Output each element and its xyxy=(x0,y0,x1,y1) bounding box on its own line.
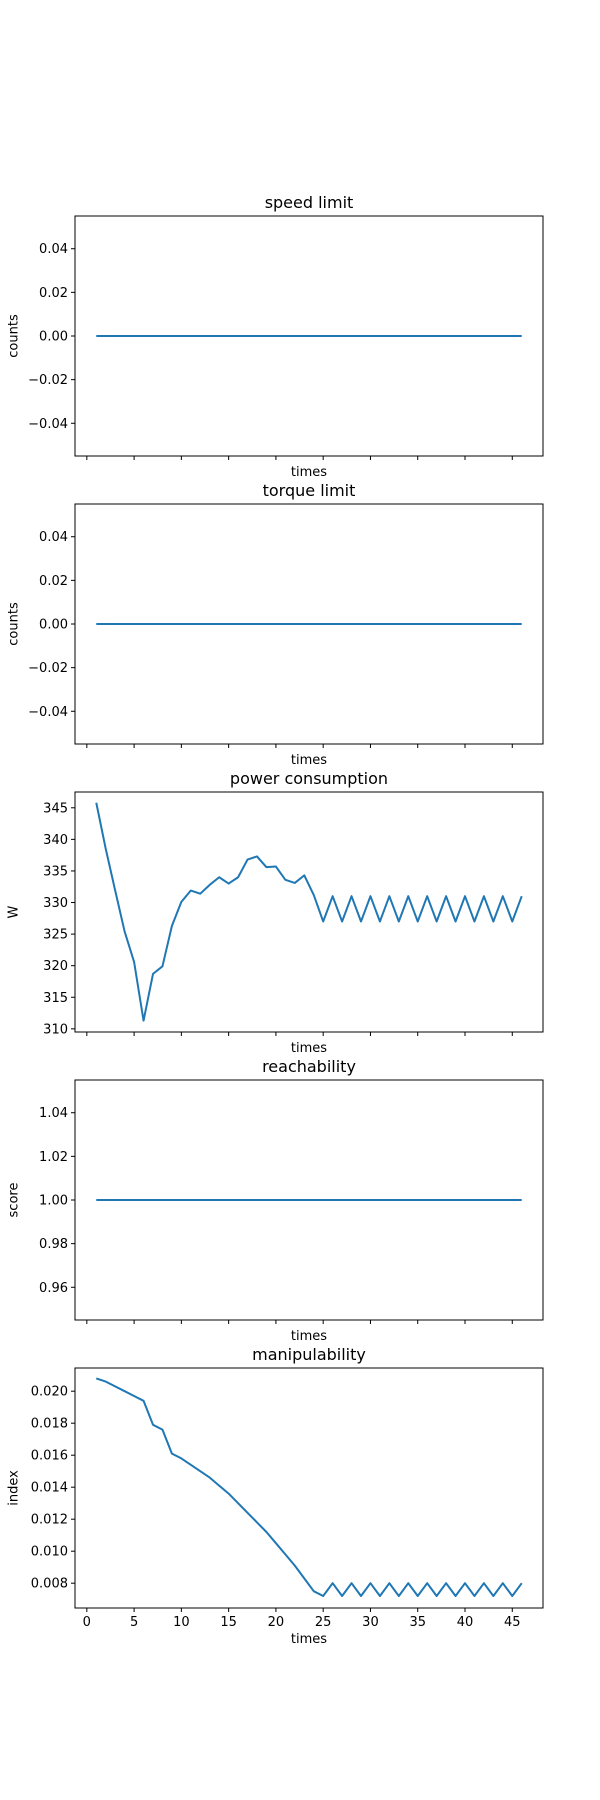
y-tick-label: 335 xyxy=(43,864,68,879)
y-axis-label: score xyxy=(7,1183,22,1218)
series-line-1 xyxy=(95,1377,523,1597)
x-tick-label: 15 xyxy=(220,1615,237,1630)
y-axis-label: W xyxy=(7,905,22,918)
y-tick-label: 345 xyxy=(43,801,68,816)
y-axis-label: index xyxy=(7,1470,22,1506)
y-tick-label: 0.010 xyxy=(31,1545,68,1560)
axes-frame xyxy=(74,791,544,1033)
y-axis-label: counts xyxy=(7,602,22,646)
x-tick-label: 20 xyxy=(268,1615,285,1630)
x-tick-label: 5 xyxy=(130,1615,138,1630)
chart-title: torque limit xyxy=(263,481,356,500)
chart-title: reachability xyxy=(262,1057,356,1076)
y-tick-label: 0.04 xyxy=(39,242,68,257)
y-axis-label: counts xyxy=(7,314,22,358)
y-tick-label: 0.018 xyxy=(31,1417,68,1432)
y-tick-label: −0.04 xyxy=(28,705,68,720)
x-tick-label: 0 xyxy=(83,1615,91,1630)
subplot-1: −0.04 −0.02 0.00 0.02 0.04 speed limit times co… xyxy=(7,193,544,480)
y-tick-label: 330 xyxy=(43,896,68,911)
y-tick-label: 0.020 xyxy=(31,1385,68,1400)
x-tick-label: 40 xyxy=(457,1615,474,1630)
y-tick-label: 0.04 xyxy=(39,530,68,545)
y-tick-label: 0.008 xyxy=(31,1577,68,1592)
x-axis-label: times xyxy=(291,465,327,480)
subplot-4: 0.96 0.98 1.00 1.02 1.04 reachability times sco… xyxy=(7,1057,544,1344)
y-tick-label: 1.00 xyxy=(39,1194,68,1209)
y-tick-label: 0.014 xyxy=(31,1481,68,1496)
x-tick-label: 10 xyxy=(173,1615,190,1630)
y-tick-label: 315 xyxy=(43,991,68,1006)
x-axis-label: times xyxy=(291,753,327,768)
y-tick-label: 0.96 xyxy=(39,1281,68,1296)
x-axis-label: times xyxy=(291,1041,327,1056)
subplot-3: 310 315 320 325 330 335 340 345 power consumptio… xyxy=(7,769,544,1056)
y-tick-label: 0.98 xyxy=(39,1237,68,1252)
x-axis-label: times xyxy=(291,1632,327,1647)
y-tick-label: 325 xyxy=(43,928,68,943)
x-axis-label: times xyxy=(291,1329,327,1344)
subplot-2: −0.04 −0.02 0.00 0.02 0.04 torque limit times c… xyxy=(7,481,544,768)
y-tick-label: −0.02 xyxy=(28,661,68,676)
chart-title: manipulability xyxy=(252,1345,366,1364)
y-tick-label: 1.04 xyxy=(39,1106,68,1121)
chart-title: speed limit xyxy=(265,193,354,212)
y-tick-label: 0.00 xyxy=(39,618,68,633)
y-tick-label: 1.02 xyxy=(39,1150,68,1165)
x-tick-label: 35 xyxy=(409,1615,426,1630)
chart-title: power consumption xyxy=(230,769,388,788)
y-tick-label: 340 xyxy=(43,833,68,848)
y-tick-label: 0.02 xyxy=(39,574,68,589)
y-tick-label: 320 xyxy=(43,959,68,974)
x-tick-label: 30 xyxy=(362,1615,379,1630)
series-line-1 xyxy=(95,802,523,1022)
y-tick-label: 0.016 xyxy=(31,1449,68,1464)
subplot-5: 0.008 0.010 0.012 0.014 0.016 0.018 0.020 0 5 10 1… xyxy=(7,1345,544,1647)
y-tick-label: 0.012 xyxy=(31,1513,68,1528)
x-tick-label: 45 xyxy=(504,1615,521,1630)
x-tick-label: 25 xyxy=(315,1615,332,1630)
y-tick-label: 0.00 xyxy=(39,330,68,345)
y-tick-label: −0.02 xyxy=(28,373,68,388)
y-tick-label: 310 xyxy=(43,1022,68,1037)
axes-frame xyxy=(74,1367,544,1609)
y-tick-label: −0.04 xyxy=(28,417,68,432)
y-tick-label: 0.02 xyxy=(39,286,68,301)
